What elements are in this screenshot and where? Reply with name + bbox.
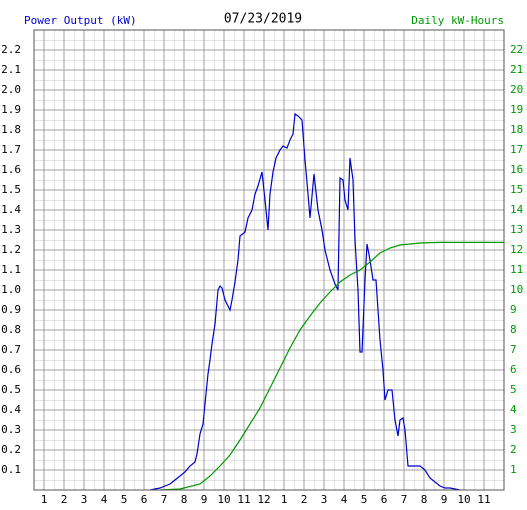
x-tick-label: 11 bbox=[477, 493, 490, 506]
x-tick-label: 7 bbox=[401, 493, 408, 506]
y-tick-label: 1.3 bbox=[1, 223, 21, 236]
plot-frame bbox=[33, 29, 505, 491]
x-tick-label: 9 bbox=[441, 493, 448, 506]
y2-tick-label: 4 bbox=[510, 403, 517, 416]
x-tick-label: 2 bbox=[301, 493, 308, 506]
x-tick-label: 2 bbox=[61, 493, 68, 506]
y2-tick-label: 19 bbox=[510, 103, 523, 116]
y-tick-label: 0.3 bbox=[1, 423, 21, 436]
y-tick-label: 1.2 bbox=[1, 243, 21, 256]
y-tick-label: 0.1 bbox=[1, 463, 21, 476]
y2-tick-label: 12 bbox=[510, 243, 523, 256]
y2-tick-label: 2 bbox=[510, 443, 517, 456]
x-tick-label: 8 bbox=[421, 493, 428, 506]
y2-tick-label: 16 bbox=[510, 163, 523, 176]
y-tick-label: 1.1 bbox=[1, 263, 21, 276]
y-tick-label: 1.4 bbox=[1, 203, 21, 216]
chart-title: 07/23/2019 bbox=[224, 12, 302, 27]
y-tick-label: 1.7 bbox=[1, 143, 21, 156]
x-tick-label: 3 bbox=[321, 493, 328, 506]
y-tick-label: 1.9 bbox=[1, 103, 21, 116]
y2-tick-label: 6 bbox=[510, 363, 517, 376]
x-tick-label: 11 bbox=[237, 493, 250, 506]
data-line bbox=[159, 241, 504, 491]
data-line bbox=[149, 112, 461, 491]
y-tick-label: 1.8 bbox=[1, 123, 21, 136]
x-tick-label: 1 bbox=[281, 493, 288, 506]
y2-tick-label: 22 bbox=[510, 43, 523, 56]
x-tick-label: 10 bbox=[217, 493, 230, 506]
y-tick-label: 2.0 bbox=[1, 83, 21, 96]
y-tick-label: 0.2 bbox=[1, 443, 21, 456]
y2-tick-label: 5 bbox=[510, 383, 517, 396]
x-tick-label: 4 bbox=[101, 493, 108, 506]
y-tick-label: 1.6 bbox=[1, 163, 21, 176]
y-tick-label: 0.5 bbox=[1, 383, 21, 396]
y2-tick-label: 18 bbox=[510, 123, 523, 136]
y-tick-label: 1.0 bbox=[1, 283, 21, 296]
x-tick-label: 1 bbox=[41, 493, 48, 506]
x-tick-label: 10 bbox=[457, 493, 470, 506]
y2-tick-label: 21 bbox=[510, 63, 523, 76]
y2-tick-label: 17 bbox=[510, 143, 523, 156]
x-tick-label: 7 bbox=[161, 493, 168, 506]
y-tick-label: 1.5 bbox=[1, 183, 21, 196]
y-axis-title: Power Output (kW) bbox=[24, 14, 137, 27]
y-tick-label: 0.6 bbox=[1, 363, 21, 376]
minor-grid bbox=[34, 30, 504, 490]
x-tick-label: 12 bbox=[257, 493, 270, 506]
y2-tick-label: 8 bbox=[510, 323, 517, 336]
x-tick-label: 8 bbox=[181, 493, 188, 506]
x-tick-label: 4 bbox=[341, 493, 348, 506]
plot: 1 2 3 4 5 6 7 8 9 10 11 12 1 2 3 4 5 6 7 8 9 10 110.10.20.30.4… bbox=[1, 30, 524, 506]
x-tick-label: 5 bbox=[361, 493, 368, 506]
y2-tick-label: 1 bbox=[510, 463, 517, 476]
y2-tick-label: 11 bbox=[510, 263, 523, 276]
y-tick-label: 0.4 bbox=[1, 403, 21, 416]
y-tick-label: 2.1 bbox=[1, 63, 21, 76]
x-tick-label: 6 bbox=[141, 493, 148, 506]
x-tick-label: 9 bbox=[201, 493, 208, 506]
x-tick-label: 3 bbox=[81, 493, 88, 506]
y2-axis-title: Daily kW-Hours bbox=[411, 14, 504, 27]
y-tick-label: 0.8 bbox=[1, 323, 21, 336]
y2-tick-label: 13 bbox=[510, 223, 523, 236]
y-tick-label: 0.9 bbox=[1, 303, 21, 316]
y2-tick-label: 9 bbox=[510, 303, 517, 316]
y2-tick-label: 14 bbox=[510, 203, 524, 216]
x-tick-label: 6 bbox=[381, 493, 388, 506]
x-tick-label: 5 bbox=[121, 493, 128, 506]
y-tick-label: 2.2 bbox=[1, 43, 21, 56]
y2-tick-label: 7 bbox=[510, 343, 517, 356]
y2-tick-label: 3 bbox=[510, 423, 517, 436]
y2-tick-label: 10 bbox=[510, 283, 523, 296]
y-tick-label: 0.7 bbox=[1, 343, 21, 356]
y2-tick-label: 15 bbox=[510, 183, 523, 196]
y2-tick-label: 20 bbox=[510, 83, 523, 96]
